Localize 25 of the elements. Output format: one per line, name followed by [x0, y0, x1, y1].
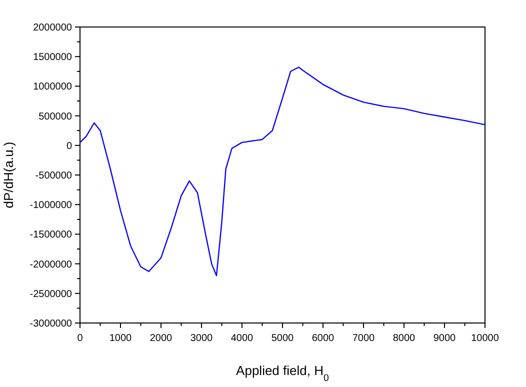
- x-tick-label: 0: [77, 333, 84, 344]
- y-tick-label: -2000000: [30, 259, 72, 270]
- y-tick-label: -500000: [35, 170, 72, 182]
- x-tick-label: 3000: [190, 333, 214, 344]
- line-series: [80, 66, 485, 276]
- y-tick-label: -1500000: [30, 230, 72, 241]
- y-tick-label: 2000000: [33, 22, 72, 34]
- x-tick-label: 6000: [312, 333, 335, 344]
- x-tick-label: 4000: [230, 333, 254, 344]
- y-tick-label: 1500000: [33, 52, 72, 64]
- y-tick-label: 1000000: [33, 82, 72, 93]
- y-tick-label: 500000: [38, 111, 72, 122]
- x-tick-label: 10000: [471, 333, 500, 344]
- x-tick-label: 1000: [109, 333, 132, 344]
- y-tick-label: -2500000: [30, 288, 72, 300]
- x-tick-label: 5000: [271, 333, 294, 344]
- y-tick-label: -1000000: [30, 200, 72, 212]
- x-tick-label: 7000: [352, 333, 376, 344]
- x-tick-label: 9000: [433, 333, 456, 344]
- y-axis-title: dP/dH(a.u.): [1, 142, 16, 208]
- x-tick-label: 2000: [150, 333, 173, 344]
- y-tick-label: 0: [66, 140, 72, 152]
- x-axis-title: Applied field, H$_{0}$: [236, 363, 330, 384]
- x-tick-label: 8000: [392, 333, 416, 344]
- y-tick-label: -3000000: [30, 318, 72, 330]
